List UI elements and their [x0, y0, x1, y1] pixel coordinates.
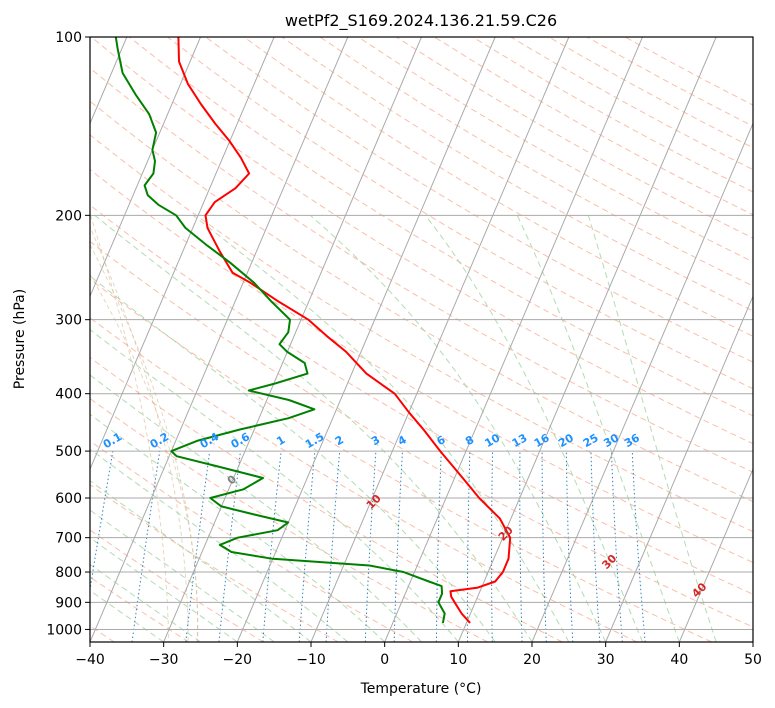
x-tick-label: 20	[523, 652, 541, 668]
mixing-ratio-line	[298, 451, 316, 642]
background-curves	[90, 212, 199, 642]
moist-adiabat	[90, 537, 238, 642]
plot-frame	[89, 36, 754, 643]
plot-area: -100-90-80-70-60-50-40-30-20-100.10.20.4…	[90, 37, 753, 642]
x-axis-label: Temperature (°C)	[360, 681, 482, 697]
dry-adiabat	[90, 356, 563, 642]
y-axis: 100 200 300 400 500 600 700 800 900 1000	[46, 30, 90, 638]
isotherms	[90, 37, 753, 642]
dry-adiabat	[90, 278, 712, 642]
x-axis: −40 −30 −20 −10 0 10 20 30 40 50	[75, 642, 762, 668]
isotherm-line	[310, 37, 570, 642]
y-tick-label: 1000	[46, 622, 82, 638]
y-tick-label: 900	[55, 595, 82, 611]
isotherm-line	[605, 295, 753, 642]
dry-adiabat	[90, 529, 264, 642]
dewpoint-profile	[114, 37, 446, 624]
dry-adiabat	[90, 134, 753, 533]
moist-adiabat	[587, 215, 717, 642]
mixing-ratio-line	[185, 451, 211, 642]
isotherm-line	[163, 37, 422, 642]
x-tick-label: −20	[223, 652, 253, 668]
x-tick-label: −30	[149, 652, 179, 668]
moist-adiabat	[309, 214, 607, 642]
dry-adiabat	[90, 37, 753, 445]
mixing-ratio-line	[90, 451, 114, 593]
x-tick-label: 10	[449, 652, 467, 668]
isotherm-line	[678, 467, 753, 642]
dry-adiabat	[243, 37, 753, 337]
isotherm-line	[90, 37, 275, 471]
dry-adiabat	[129, 37, 753, 417]
x-tick-label: 40	[670, 652, 688, 668]
y-axis-label: Pressure (hPa)	[12, 289, 28, 389]
x-tick-label: −40	[75, 652, 105, 668]
background-curve	[90, 225, 189, 642]
moist-adiabat	[424, 214, 643, 642]
isotherm-line	[457, 37, 717, 642]
isotherm-line	[90, 37, 201, 298]
isotherm-line	[384, 37, 643, 642]
dry-adiabat	[90, 317, 638, 642]
dry-adiabat	[90, 484, 339, 642]
background-curve	[90, 212, 170, 642]
y-tick-label: 400	[55, 387, 82, 403]
dry-adiabat	[90, 100, 753, 503]
x-tick-label: 30	[597, 652, 615, 668]
moist-adiabat	[90, 374, 422, 642]
y-tick-label: 500	[55, 444, 82, 460]
y-tick-label: 200	[55, 208, 82, 224]
moist-adiabat	[90, 480, 312, 642]
isotherm-line	[531, 122, 753, 642]
x-tick-label: −10	[296, 652, 326, 668]
moist-adiabat	[516, 215, 680, 642]
dry-adiabat	[90, 204, 753, 595]
dry-adiabat	[90, 397, 488, 642]
x-tick-label: 50	[744, 652, 762, 668]
y-tick-label: 800	[55, 565, 82, 581]
temperature-profile	[177, 37, 512, 624]
chart-title: wetPf2_S169.2024.136.21.59.C26	[285, 11, 557, 31]
x-tick-label: 0	[380, 652, 389, 668]
dry-adiabat	[90, 168, 753, 564]
y-tick-label: 700	[55, 531, 82, 547]
moist-adiabat	[90, 448, 349, 642]
moist-adiabat	[90, 328, 459, 642]
moist-adiabat	[90, 589, 164, 642]
y-tick-label: 600	[55, 491, 82, 507]
isotherm-line	[90, 37, 349, 642]
moist-adiabat	[94, 214, 533, 642]
isobars	[90, 37, 753, 630]
profiles	[114, 37, 512, 624]
moist-adiabat	[90, 413, 386, 642]
mixing-ratio-line	[262, 451, 282, 642]
mixing-ratio-line	[631, 451, 646, 642]
y-tick-label: 300	[55, 313, 82, 329]
isotherm-line	[236, 37, 496, 642]
moist-adiabat	[90, 563, 201, 642]
moist-adiabat	[90, 275, 496, 642]
mixing-ratio-line	[218, 451, 241, 642]
dry-adiabat	[281, 37, 753, 312]
y-tick-label: 100	[55, 30, 82, 46]
